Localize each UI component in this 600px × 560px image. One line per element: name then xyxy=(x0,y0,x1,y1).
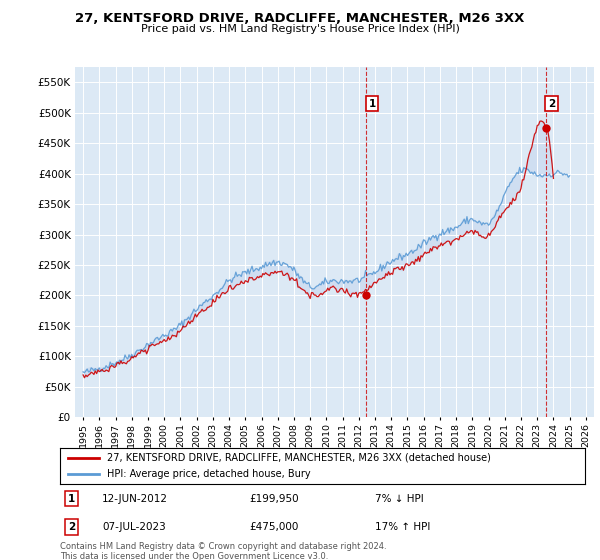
Text: £199,950: £199,950 xyxy=(249,493,299,503)
Text: 1: 1 xyxy=(68,493,75,503)
Text: £475,000: £475,000 xyxy=(249,522,298,533)
Text: 12-JUN-2012: 12-JUN-2012 xyxy=(102,493,168,503)
Text: 27, KENTSFORD DRIVE, RADCLIFFE, MANCHESTER, M26 3XX (detached house): 27, KENTSFORD DRIVE, RADCLIFFE, MANCHEST… xyxy=(107,453,491,463)
Text: Contains HM Land Registry data © Crown copyright and database right 2024.
This d: Contains HM Land Registry data © Crown c… xyxy=(60,542,386,560)
Text: 2: 2 xyxy=(548,99,556,109)
Text: HPI: Average price, detached house, Bury: HPI: Average price, detached house, Bury xyxy=(107,469,311,479)
Text: 27, KENTSFORD DRIVE, RADCLIFFE, MANCHESTER, M26 3XX: 27, KENTSFORD DRIVE, RADCLIFFE, MANCHEST… xyxy=(76,12,524,25)
Text: 2: 2 xyxy=(68,522,75,533)
Text: 07-JUL-2023: 07-JUL-2023 xyxy=(102,522,166,533)
Text: Price paid vs. HM Land Registry's House Price Index (HPI): Price paid vs. HM Land Registry's House … xyxy=(140,24,460,34)
Text: 1: 1 xyxy=(368,99,376,109)
Text: 17% ↑ HPI: 17% ↑ HPI xyxy=(375,522,430,533)
Text: 7% ↓ HPI: 7% ↓ HPI xyxy=(375,493,424,503)
